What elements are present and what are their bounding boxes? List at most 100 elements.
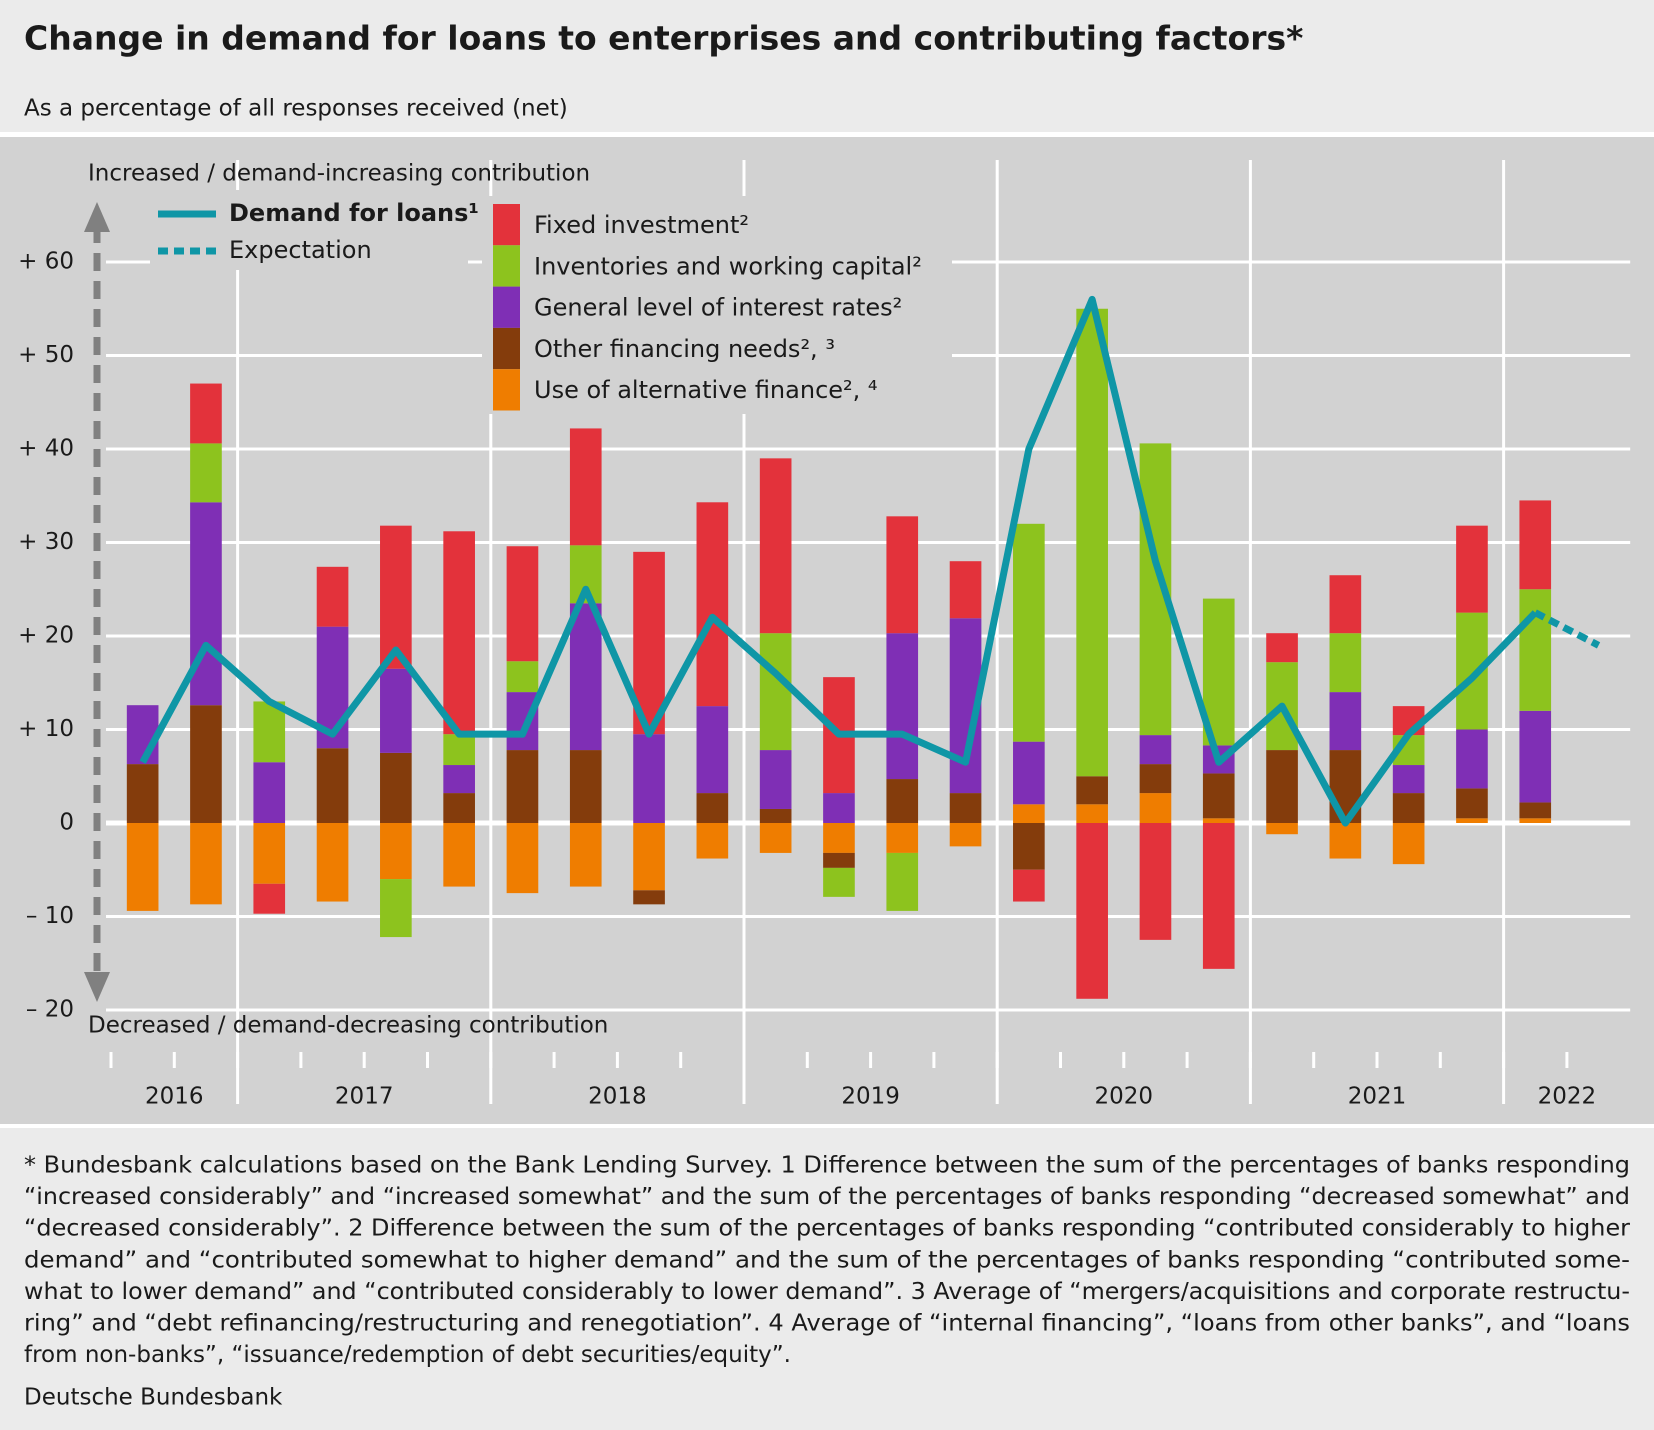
grid: – 20 – 10 0 + 10 + 20 + 30 + 40 + 50 + 60 2016 201… [18,160,1631,1110]
bar-segment [506,546,539,662]
bar-segment [696,502,729,707]
bar-segment [759,458,792,634]
legend-label: Other financing needs², ³ [534,335,835,363]
bar-segment [569,428,602,546]
lower-label: Decreased / demand-decreasing contributi… [88,1013,608,1039]
bar-segment [823,793,855,823]
footnote-line: ring” and “debt refinancing/restructurin… [24,1311,1630,1337]
bar-segment [1519,818,1552,823]
legend-swatch [493,369,520,411]
bar-segment [696,823,729,859]
line-series [139,295,1538,827]
bar-segment [1139,764,1172,794]
bar-segment [443,765,475,794]
subtitle: As a percentage of all responses receive… [24,96,568,122]
bar-segment [1139,735,1172,765]
bar-segment [506,750,539,823]
y-tick-label: + 50 [18,342,74,368]
bar-segment [1076,776,1108,805]
lines [139,295,1601,827]
bar-segment [1456,525,1488,613]
bar-segment [443,531,475,735]
footnote-line: what to lower demand” and “contributed c… [24,1279,1630,1305]
separator [0,1124,1654,1128]
x-year-label: 2020 [1095,1084,1154,1110]
arrow-head [84,202,110,232]
bar-segment [1266,750,1298,823]
bar-segment [380,525,412,669]
bar-segment [1266,823,1298,835]
legend: Fixed investment² Inventories and working… [158,199,922,411]
bar-segment [759,808,792,823]
bar-segment [1329,575,1362,634]
bar-segment [126,764,159,823]
bar-segment [190,705,222,823]
bar-segment [949,561,982,619]
bar-segment [1139,823,1172,940]
bar-segment [190,502,222,706]
bar-segment [1013,823,1045,870]
bar-segment [633,734,665,823]
bar-segment [1013,741,1045,805]
separator [0,132,1654,137]
bar-segment [1392,793,1425,823]
bar-segment [1266,633,1298,663]
bar-segment [253,762,286,823]
bar-segment [1076,823,1108,999]
bar-segment [569,603,602,751]
bar-segment [1013,523,1045,742]
chart-title: Change in demand for loans to enterprise… [24,19,1303,58]
bar-segment [1519,802,1552,819]
bar-segment [190,823,222,905]
bar-segment [949,793,982,823]
legend-background [150,190,468,270]
bar-segment [443,734,475,766]
x-year-label: 2021 [1348,1084,1407,1110]
bar-segment [1076,804,1108,823]
bar-segment [886,852,919,911]
bar-segment [1456,818,1488,823]
legend-swatch [493,286,520,328]
bar-segment [1329,633,1362,693]
bar-segment [1202,818,1235,823]
bar-segment [253,823,286,884]
bar-segment [316,823,349,902]
y-tick-label: + 10 [18,716,74,742]
bar-segment [823,852,855,868]
bar-segment [380,752,412,823]
bar-segment [696,793,729,823]
bar-segment [1013,869,1045,902]
bar-segment [1519,589,1552,711]
bar-segment [190,443,222,503]
bar-segment [380,879,412,938]
bar-segment [633,890,665,905]
bar-segment [506,823,539,894]
legend-swatch [493,204,520,246]
bar-segment [380,668,412,753]
x-year-label: 2019 [841,1084,900,1110]
legend-background [482,196,952,414]
bar-segment [190,383,222,444]
line-series [1533,609,1601,649]
bar-segment [1392,823,1425,865]
legend-swatch [493,327,520,370]
bar-segment [886,779,919,823]
legend-label: Expectation [229,236,372,264]
bar-segment [1519,710,1552,803]
y-tick-label: + 60 [18,249,74,275]
bar-segment [380,823,412,880]
y-tick-label: 0 [59,810,74,836]
legend-label: Demand for loans¹ [229,199,479,227]
footnotes: * Bundesbank calculations based on the B… [24,1153,1631,1369]
bar-segment [1456,788,1488,819]
y-tick-label: + 40 [18,436,74,462]
bar-segment [886,633,919,780]
source: Deutsche Bundesbank [24,1385,283,1411]
legend-label: Use of alternative finance², ⁴ [534,376,878,404]
bar-segment [1013,804,1045,823]
bar-segment [1139,793,1172,823]
footnote-line: from non-banks”, “issuance/redemption of… [24,1342,791,1368]
bar-segment [759,633,792,751]
legend-label: Inventories and working capital² [534,252,922,280]
